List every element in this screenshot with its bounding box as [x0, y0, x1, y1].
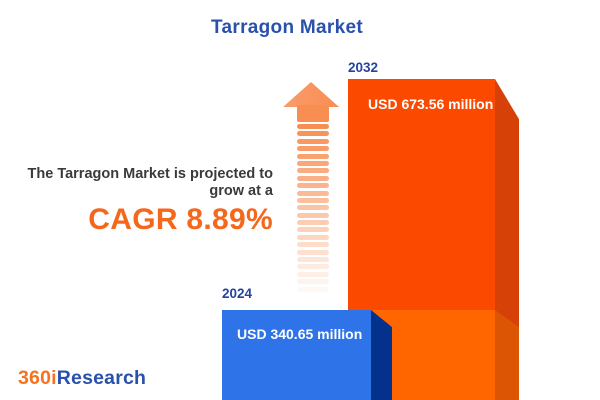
bar-2032-value-label: USD 673.56 million: [368, 96, 494, 112]
arrow-dashed-shaft: [297, 124, 329, 294]
arrow-stripe: [297, 168, 329, 174]
cagr-text: CAGR 8.89%: [88, 203, 273, 236]
arrow-stripe: [297, 160, 329, 166]
arrow-stripe: [297, 257, 329, 263]
arrow-stripe: [297, 227, 329, 233]
arrow-stripe: [297, 234, 329, 240]
arrow-stripe: [297, 146, 329, 152]
arrow-stripe: [297, 249, 329, 255]
arrow-stripe: [297, 183, 329, 189]
tagline-line1: The Tarragon Market is projected to: [27, 166, 273, 182]
brand-logo: 360iResearch: [18, 367, 146, 390]
arrow-stripe: [297, 124, 329, 129]
tagline: The Tarragon Market is projected to grow…: [28, 166, 273, 235]
bar-2024-value-label: USD 340.65 million: [237, 326, 363, 342]
arrow-head: [283, 82, 339, 107]
arrow-stripe: [297, 220, 329, 226]
logo-suffix: Research: [56, 367, 147, 389]
arrow-stripe: [297, 131, 329, 137]
arrow-stripe: [297, 264, 329, 270]
arrow-stripe: [297, 205, 329, 211]
arrow-stripe: [297, 138, 329, 144]
arrow-stripe: [297, 271, 329, 277]
bar-2032-baseline-band-side: [495, 310, 519, 400]
bar-2024-year-label: 2024: [222, 286, 253, 301]
bar-2032-year-label: 2032: [348, 60, 379, 75]
arrow-stripe: [297, 190, 329, 196]
arrow-neck: [297, 105, 329, 122]
arrow-stripe: [297, 212, 329, 218]
bar-2024: [222, 310, 371, 400]
arrow-stripe: [297, 279, 329, 285]
logo-prefix: 360i: [18, 367, 57, 389]
arrow-stripe: [297, 175, 329, 181]
tagline-line2: grow at a: [209, 182, 273, 199]
arrow-stripe: [297, 153, 329, 159]
arrow-stripe: [297, 242, 329, 248]
page-title: Tarragon Market: [211, 17, 363, 38]
bar-2024-side-face: [371, 310, 392, 400]
arrow-stripe: [297, 197, 329, 203]
arrow-stripe: [297, 286, 329, 292]
